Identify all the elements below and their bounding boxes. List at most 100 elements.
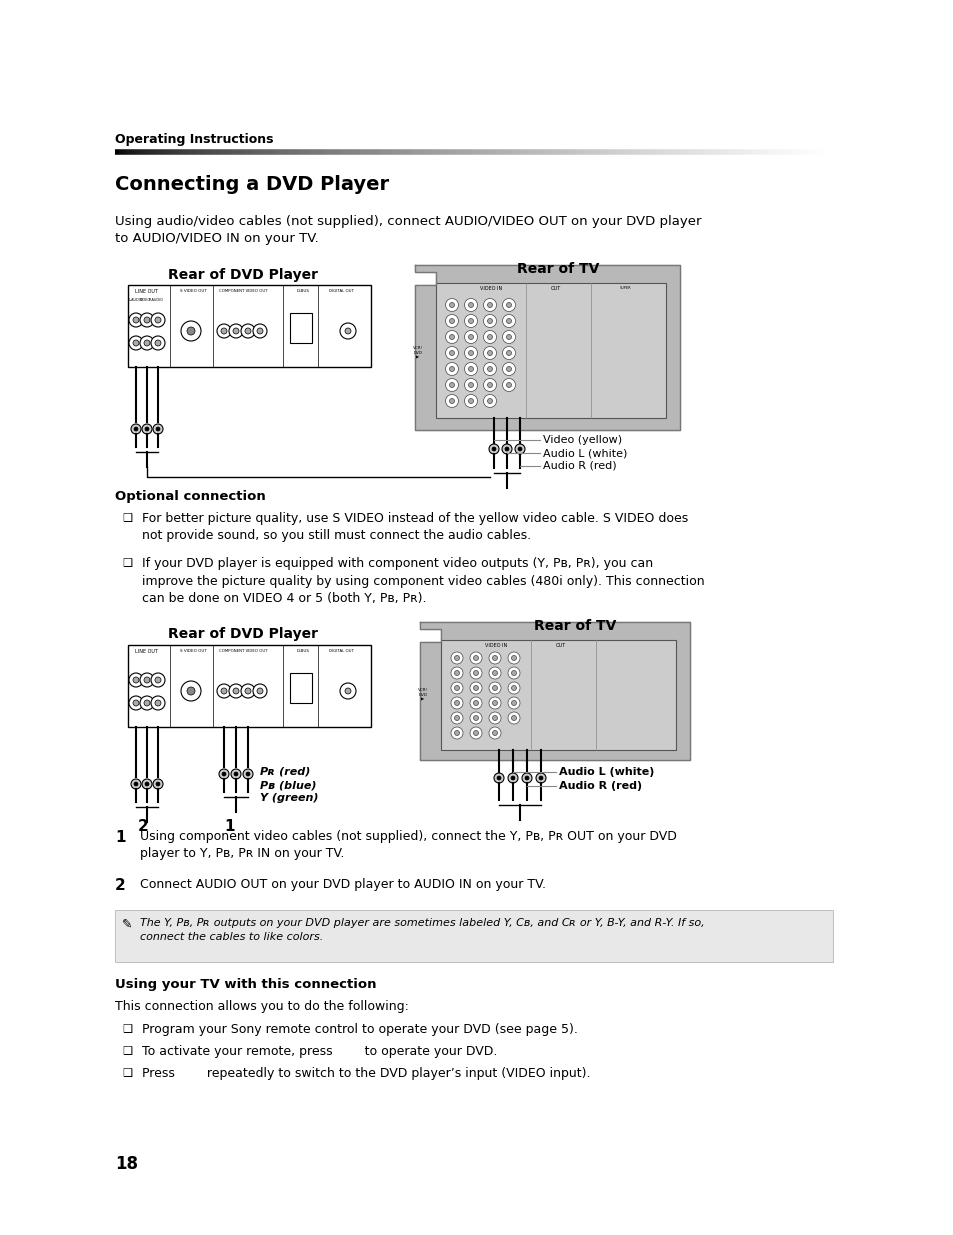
Circle shape — [487, 303, 492, 308]
Text: VCR/
DVD
▶: VCR/ DVD ▶ — [413, 346, 422, 359]
Circle shape — [502, 299, 515, 311]
Circle shape — [222, 772, 226, 776]
Circle shape — [241, 324, 254, 338]
Circle shape — [445, 347, 458, 359]
Text: ❑: ❑ — [122, 513, 132, 522]
Circle shape — [454, 685, 459, 690]
Bar — [128, 285, 371, 367]
Circle shape — [473, 685, 478, 690]
Polygon shape — [415, 266, 679, 430]
Text: If your DVD player is equipped with component video outputs (Y, Pʙ, Pʀ), you can: If your DVD player is equipped with comp… — [142, 557, 704, 605]
Circle shape — [487, 319, 492, 324]
Circle shape — [181, 680, 201, 701]
Bar — [290, 312, 312, 343]
Circle shape — [451, 727, 462, 739]
Circle shape — [464, 363, 477, 375]
Text: S VIDEO OUT: S VIDEO OUT — [179, 289, 206, 293]
Text: S VIDEO OUT: S VIDEO OUT — [179, 650, 206, 653]
Circle shape — [507, 773, 517, 783]
Text: Audio R (red): Audio R (red) — [558, 781, 641, 790]
Circle shape — [154, 677, 161, 683]
Circle shape — [216, 324, 231, 338]
Circle shape — [506, 319, 511, 324]
Circle shape — [454, 656, 459, 661]
Circle shape — [492, 656, 497, 661]
Circle shape — [468, 319, 473, 324]
Circle shape — [502, 378, 515, 391]
Text: Using component video cables (not supplied), connect the Y, Pʙ, Pʀ OUT on your D: Using component video cables (not suppli… — [140, 830, 677, 861]
Circle shape — [256, 329, 263, 333]
Text: VIDEO IN: VIDEO IN — [484, 643, 507, 648]
Text: COMPONENT VIDEO OUT: COMPONENT VIDEO OUT — [218, 650, 267, 653]
Text: L-AUDIO: L-AUDIO — [129, 298, 143, 303]
Circle shape — [451, 682, 462, 694]
Circle shape — [132, 677, 139, 683]
Circle shape — [445, 331, 458, 343]
Circle shape — [253, 324, 267, 338]
Circle shape — [445, 299, 458, 311]
Circle shape — [140, 673, 153, 687]
Text: Y (green): Y (green) — [260, 793, 318, 803]
Circle shape — [468, 383, 473, 388]
Circle shape — [216, 684, 231, 698]
Circle shape — [502, 331, 515, 343]
Circle shape — [145, 782, 149, 785]
Text: Press        repeatedly to switch to the DVD player’s input (VIDEO input).: Press repeatedly to switch to the DVD pl… — [142, 1067, 590, 1079]
Circle shape — [470, 727, 481, 739]
Circle shape — [187, 687, 194, 695]
Circle shape — [483, 315, 496, 327]
Text: For better picture quality, use S VIDEO instead of the yellow video cable. S VID: For better picture quality, use S VIDEO … — [142, 513, 687, 542]
Text: 2: 2 — [115, 878, 126, 893]
Circle shape — [489, 667, 500, 679]
Circle shape — [507, 682, 519, 694]
Text: R-AUDIO: R-AUDIO — [149, 298, 163, 303]
Circle shape — [451, 697, 462, 709]
Circle shape — [536, 773, 545, 783]
Text: OUT: OUT — [556, 643, 565, 648]
Circle shape — [483, 299, 496, 311]
Text: D-BUS: D-BUS — [296, 650, 309, 653]
Text: 1: 1 — [115, 830, 126, 845]
Circle shape — [454, 700, 459, 705]
Circle shape — [142, 424, 152, 433]
Circle shape — [511, 685, 516, 690]
Circle shape — [473, 671, 478, 676]
Circle shape — [451, 667, 462, 679]
Text: Rear of DVD Player: Rear of DVD Player — [168, 268, 317, 282]
Circle shape — [221, 688, 227, 694]
Circle shape — [506, 303, 511, 308]
Circle shape — [256, 688, 263, 694]
Circle shape — [129, 336, 143, 350]
Circle shape — [152, 424, 163, 433]
Circle shape — [489, 697, 500, 709]
Circle shape — [487, 367, 492, 372]
Text: Using audio/video cables (not supplied), connect AUDIO/VIDEO OUT on your DVD pla: Using audio/video cables (not supplied),… — [115, 215, 700, 245]
Text: COMPONENT VIDEO OUT: COMPONENT VIDEO OUT — [218, 289, 267, 293]
Circle shape — [489, 682, 500, 694]
Circle shape — [144, 700, 150, 706]
Circle shape — [506, 383, 511, 388]
Circle shape — [507, 697, 519, 709]
Circle shape — [492, 671, 497, 676]
Text: 2: 2 — [138, 819, 149, 834]
Circle shape — [151, 312, 165, 327]
Text: DIGITAL OUT: DIGITAL OUT — [328, 650, 353, 653]
Circle shape — [468, 303, 473, 308]
Circle shape — [497, 776, 500, 781]
Circle shape — [489, 652, 500, 664]
Text: Video (yellow): Video (yellow) — [542, 435, 621, 445]
Circle shape — [241, 684, 254, 698]
Circle shape — [470, 667, 481, 679]
Circle shape — [129, 697, 143, 710]
Text: Operating Instructions: Operating Instructions — [115, 133, 274, 146]
Circle shape — [449, 335, 454, 340]
Circle shape — [470, 713, 481, 724]
Circle shape — [131, 424, 141, 433]
Circle shape — [245, 688, 251, 694]
Circle shape — [156, 427, 160, 431]
Circle shape — [464, 299, 477, 311]
Circle shape — [229, 324, 243, 338]
Circle shape — [245, 329, 251, 333]
Text: To activate your remote, press        to operate your DVD.: To activate your remote, press to operat… — [142, 1045, 497, 1058]
Circle shape — [506, 367, 511, 372]
